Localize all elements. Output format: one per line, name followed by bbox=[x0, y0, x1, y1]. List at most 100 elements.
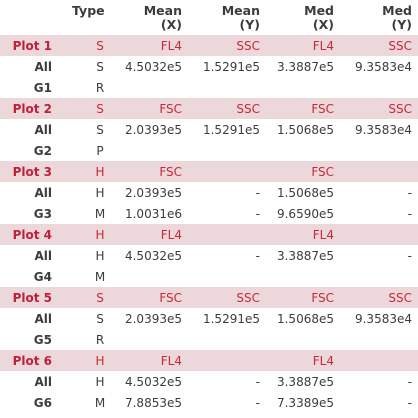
header-med-y: Med (Y) bbox=[382, 4, 412, 32]
plot-row-band bbox=[0, 287, 418, 308]
mean-x-cell: 1.0031e6 bbox=[124, 207, 182, 221]
header-med-x-line1: Med bbox=[304, 3, 334, 18]
mean-y-cell: - bbox=[255, 207, 260, 221]
med-x-cell: 3.3887e5 bbox=[276, 60, 334, 74]
mean-y-cell: 1.5291e5 bbox=[202, 312, 260, 326]
type-cell: S bbox=[96, 291, 104, 305]
type-cell: S bbox=[96, 312, 104, 326]
type-cell: M bbox=[94, 270, 106, 284]
med-y-cell: 9.3583e4 bbox=[354, 60, 412, 74]
med-x-cell: 9.6590e5 bbox=[276, 207, 334, 221]
med-x-cell: FL4 bbox=[312, 39, 334, 53]
row-label: All bbox=[34, 60, 52, 74]
mean-x-cell: 2.0393e5 bbox=[124, 186, 182, 200]
type-cell: P bbox=[96, 144, 104, 158]
med-x-cell: FL4 bbox=[312, 354, 334, 368]
mean-y-cell: - bbox=[255, 249, 260, 263]
mean-x-cell: 4.5032e5 bbox=[124, 60, 182, 74]
row-label: G5 bbox=[33, 333, 52, 347]
plot-row-band bbox=[0, 350, 418, 371]
med-x-cell: FSC bbox=[311, 291, 334, 305]
type-cell: S bbox=[96, 102, 104, 116]
med-x-cell: FSC bbox=[311, 102, 334, 116]
row-label: All bbox=[34, 249, 52, 263]
med-y-cell: - bbox=[407, 375, 412, 389]
plot-row-band bbox=[0, 98, 418, 119]
mean-x-cell: 2.0393e5 bbox=[124, 312, 182, 326]
header-mean-y-line2: (Y) bbox=[239, 17, 260, 32]
med-y-cell: SSC bbox=[388, 291, 412, 305]
med-y-cell: 9.3583e4 bbox=[354, 312, 412, 326]
header-med-x-line2: (X) bbox=[312, 17, 334, 32]
med-x-cell: 7.3389e5 bbox=[276, 396, 334, 410]
row-label: Plot 4 bbox=[12, 228, 52, 242]
row-label: G2 bbox=[33, 144, 52, 158]
plot-row-band bbox=[0, 161, 418, 182]
header-mean-x: Mean (X) bbox=[144, 4, 182, 32]
med-y-cell: SSC bbox=[388, 102, 412, 116]
row-label: Plot 1 bbox=[12, 39, 52, 53]
row-label: Plot 3 bbox=[12, 165, 52, 179]
mean-y-cell: 1.5291e5 bbox=[202, 123, 260, 137]
mean-y-cell: - bbox=[255, 396, 260, 410]
med-y-cell: - bbox=[407, 396, 412, 410]
mean-x-cell: FL4 bbox=[160, 228, 182, 242]
row-label: All bbox=[34, 186, 52, 200]
type-cell: S bbox=[96, 39, 104, 53]
plot-row-band bbox=[0, 35, 418, 56]
mean-y-cell: - bbox=[255, 375, 260, 389]
med-x-cell: FL4 bbox=[312, 228, 334, 242]
type-cell: H bbox=[95, 165, 105, 179]
med-y-cell: 9.3583e4 bbox=[354, 123, 412, 137]
header-mean-x-line1: Mean bbox=[143, 3, 182, 18]
row-label: G1 bbox=[33, 81, 52, 95]
header-mean-y-line1: Mean bbox=[221, 3, 260, 18]
mean-y-cell: - bbox=[255, 186, 260, 200]
mean-x-cell: FSC bbox=[159, 291, 182, 305]
type-cell: H bbox=[95, 186, 105, 200]
med-x-cell: FSC bbox=[311, 165, 334, 179]
mean-x-cell: 7.8853e5 bbox=[124, 396, 182, 410]
mean-x-cell: 4.5032e5 bbox=[124, 249, 182, 263]
med-y-cell: - bbox=[407, 186, 412, 200]
row-label: G4 bbox=[33, 270, 52, 284]
type-cell: H bbox=[95, 228, 105, 242]
mean-x-cell: 2.0393e5 bbox=[124, 123, 182, 137]
mean-x-cell: 4.5032e5 bbox=[124, 375, 182, 389]
type-cell: H bbox=[95, 354, 105, 368]
header-mean-y: Mean (Y) bbox=[222, 4, 260, 32]
type-cell: S bbox=[96, 123, 104, 137]
row-label: All bbox=[34, 312, 52, 326]
med-x-cell: 1.5068e5 bbox=[276, 123, 334, 137]
header-med-y-line2: (Y) bbox=[391, 17, 412, 32]
mean-x-cell: FL4 bbox=[160, 39, 182, 53]
row-label: Plot 5 bbox=[12, 291, 52, 305]
row-label: Plot 2 bbox=[12, 102, 52, 116]
type-cell: R bbox=[95, 333, 105, 347]
type-cell: H bbox=[95, 249, 105, 263]
med-x-cell: 3.3887e5 bbox=[276, 375, 334, 389]
mean-y-cell: SSC bbox=[236, 39, 260, 53]
type-cell: R bbox=[95, 81, 105, 95]
row-label: G3 bbox=[33, 207, 52, 221]
header-med-x: Med (X) bbox=[304, 4, 334, 32]
plot-row-band bbox=[0, 224, 418, 245]
mean-x-cell: FSC bbox=[159, 165, 182, 179]
med-y-cell: - bbox=[407, 249, 412, 263]
type-cell: M bbox=[94, 207, 106, 221]
row-label: All bbox=[34, 123, 52, 137]
type-cell: S bbox=[96, 60, 104, 74]
row-label: Plot 6 bbox=[12, 354, 52, 368]
row-label: All bbox=[34, 375, 52, 389]
row-label: G6 bbox=[33, 396, 52, 410]
med-x-cell: 1.5068e5 bbox=[276, 186, 334, 200]
mean-y-cell: SSC bbox=[236, 291, 260, 305]
med-x-cell: 3.3887e5 bbox=[276, 249, 334, 263]
header-type: Type bbox=[72, 3, 105, 18]
type-cell: H bbox=[95, 375, 105, 389]
mean-y-cell: 1.5291e5 bbox=[202, 60, 260, 74]
mean-x-cell: FL4 bbox=[160, 354, 182, 368]
med-y-cell: SSC bbox=[388, 39, 412, 53]
mean-y-cell: SSC bbox=[236, 102, 260, 116]
